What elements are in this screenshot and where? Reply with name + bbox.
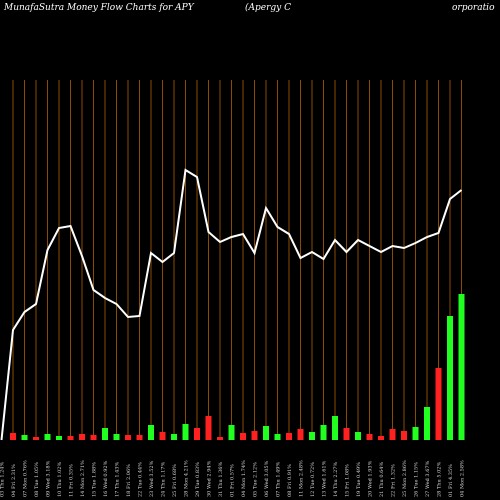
bar [10,433,16,440]
x-tick-label: 23 Wed 3.52% [149,460,155,497]
bar [159,432,166,440]
bar [148,425,154,440]
bar [194,428,200,440]
bar [424,407,430,440]
x-tick-label: 01 Fri 0.57% [230,464,236,497]
bar [136,435,143,440]
bar [217,437,223,440]
x-tick-label: 28 Thu 5.02% [437,462,443,497]
bar [286,433,292,440]
x-tick-label: 11 Fri 0.35% [69,464,75,497]
bar [447,316,453,440]
x-tick-label: 07 Thu 1.49% [276,462,282,497]
bar [228,425,235,440]
x-tick-label: 14 Thu 2.27% [333,462,339,497]
x-tick-label: 03 Thu 1.24% [0,462,6,497]
bar [251,431,258,440]
bar [297,429,304,440]
bar [182,424,189,440]
chart-subtitle: orporatio [452,3,495,13]
bar [343,428,350,440]
bar [263,426,269,440]
x-tick-label: 18 Fri 2.06% [126,464,132,497]
bar [332,416,338,440]
bar [102,428,108,440]
bar [389,429,396,440]
bar [355,432,361,440]
chart-title: MunafaSutra Money Flow Charts for APY [3,3,195,13]
bar [366,434,373,440]
x-tick-label: 13 Wed 1.61% [322,460,328,497]
bar [205,416,212,440]
bar [458,294,465,440]
x-tick-label: 20 Wed 1.93% [368,460,374,497]
x-tick-label: 07 Mon 0.76% [23,460,29,497]
x-tick-label: 01 Fri 4.35% [448,464,454,497]
x-tick-label: 19 Tue 0.49% [356,462,362,497]
bar [274,434,281,440]
x-tick-label: 30 Wed 2.94% [207,460,213,497]
x-tick-label: 31 Thu 1.36% [218,462,224,497]
x-tick-label: 04 Mon 1.74% [241,460,247,497]
bar [320,425,327,440]
x-tick-label: 10 Thu 1.02% [57,462,63,497]
x-tick-label: 21 Thu 0.64% [379,462,385,497]
x-tick-label: 27 Wed 3.67% [425,460,431,497]
x-tick-label: 09 Wed 3.18% [46,460,52,497]
bar [125,435,131,440]
x-tick-label: 15 Tue 1.88% [92,462,98,497]
x-tick-label: 28 Mon 4.21% [184,460,190,497]
bar [44,434,51,440]
x-tick-label: 16 Wed 0.92% [103,460,109,497]
x-tick-label: 22 Fri 1.32% [391,464,397,497]
x-tick-label: 14 Mon 2.71% [80,460,86,497]
x-tick-label: 11 Mon 2.48% [299,460,305,497]
x-tick-label: 25 Fri 0.68% [172,464,178,497]
chart-subtitle: (Apergy C [245,2,291,13]
x-tick-label: 17 Thu 1.43% [115,462,121,497]
x-tick-label: 24 Thu 1.17% [161,462,167,497]
bar [79,434,85,440]
x-tick-label: 29 Tue 0.83% [195,462,201,497]
bar [171,434,177,440]
x-tick-label: 12 Tue 0.72% [310,462,316,497]
x-tick-label: 08 Fri 0.91% [287,464,293,497]
bar [67,436,74,440]
x-tick-label: 26 Tue 1.15% [414,462,420,497]
bar [412,427,419,440]
bar [378,436,384,440]
x-tick-label: 05 Tue 2.12% [253,462,259,497]
x-tick-label: 06 Wed 3.05% [264,460,270,497]
x-tick-label: 04 Mon 2.58% [460,460,466,497]
bar [21,435,28,440]
x-tick-label: 15 Fri 1.08% [345,464,351,497]
bar [113,434,120,440]
x-tick-label: 04 Fri 2.31% [11,464,17,497]
x-tick-label: 08 Tue 1.05% [34,462,40,497]
x-tick-label: 25 Mon 2.86% [402,460,408,497]
bar [33,437,39,440]
money-flow-line [0,168,463,441]
bar [309,432,315,440]
bar [401,431,407,440]
bar [56,436,62,440]
bar [90,435,97,440]
bar [240,433,246,440]
x-tick-label: 22 Tue 0.44% [138,462,144,497]
bar [435,368,442,440]
